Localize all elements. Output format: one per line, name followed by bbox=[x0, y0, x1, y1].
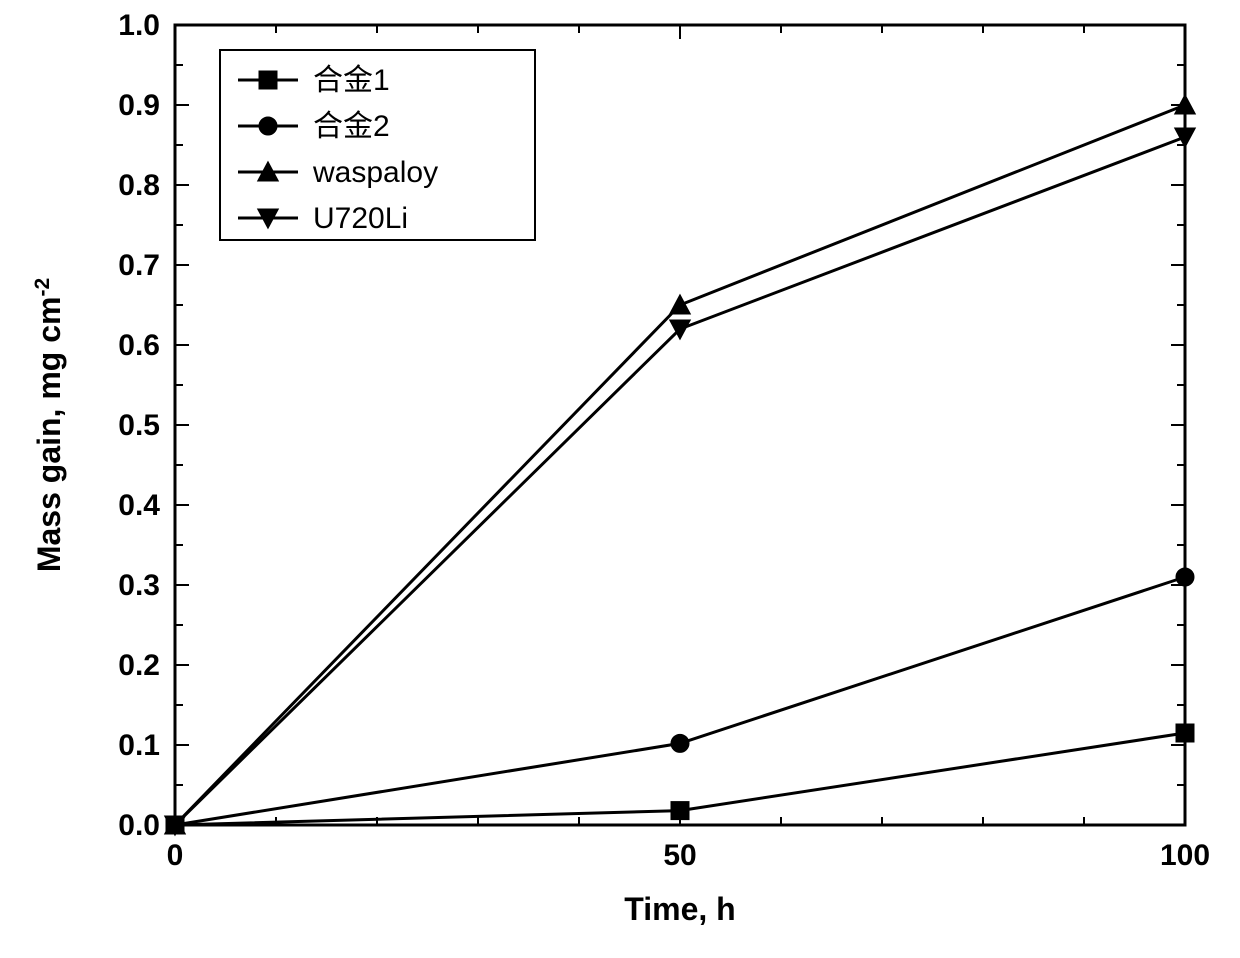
x-tick-label: 0 bbox=[167, 839, 184, 872]
x-tick-label: 50 bbox=[663, 839, 696, 872]
y-tick-label: 0.5 bbox=[118, 409, 160, 442]
y-tick-label: 0.1 bbox=[118, 729, 160, 762]
legend-label: 合金2 bbox=[313, 110, 390, 143]
legend-label: 合金1 bbox=[313, 64, 390, 97]
chart-container: 0 50 100 Time, h 0.0 0.1 0.2 0.3 0.4 0.5 0.6 0.7 0.8… bbox=[0, 0, 1240, 958]
svg-text:Mass gain, mg cm-2: Mass gain, mg cm-2 bbox=[31, 278, 68, 572]
legend: 合金1 合金2 waspaloy U720Li bbox=[220, 50, 535, 240]
line-chart: 0 50 100 Time, h 0.0 0.1 0.2 0.3 0.4 0.5 0.6 0.7 0.8… bbox=[0, 0, 1240, 958]
legend-label: U720Li bbox=[313, 202, 408, 235]
series-1 bbox=[166, 568, 1194, 834]
y-axis-label: Mass gain, mg cm-2 bbox=[31, 278, 68, 572]
legend-label: waspaloy bbox=[312, 156, 438, 189]
y-tick-label: 0.7 bbox=[118, 249, 160, 282]
y-tick-label: 0.9 bbox=[118, 89, 160, 122]
y-tick-label: 0.3 bbox=[118, 569, 160, 602]
y-tick-label: 0.8 bbox=[118, 169, 160, 202]
y-tick-label: 0.4 bbox=[118, 489, 160, 522]
y-tick-label: 0.2 bbox=[118, 649, 160, 682]
y-tick-label: 0.6 bbox=[118, 329, 160, 362]
y-tick-label: 0.0 bbox=[118, 809, 160, 842]
x-tick-label: 100 bbox=[1160, 839, 1210, 872]
x-axis-label: Time, h bbox=[624, 891, 735, 927]
y-tick-label: 1.0 bbox=[118, 9, 160, 42]
